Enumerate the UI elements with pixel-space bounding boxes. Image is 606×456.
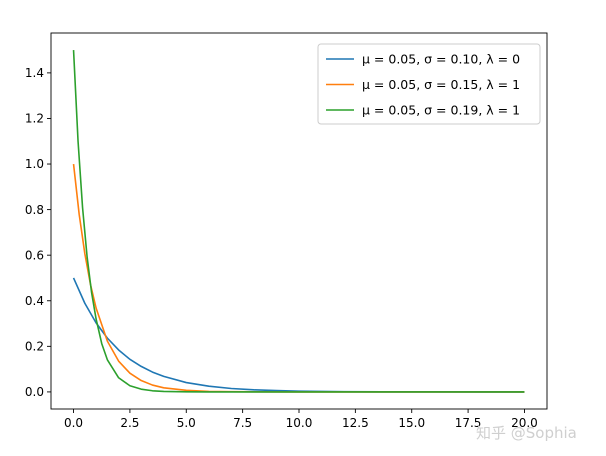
series-line-3	[72, 50, 525, 393]
legend-label-1: μ = 0.05, σ = 0.10, λ = 0	[362, 52, 520, 67]
y-tick-label: 1.2	[25, 112, 44, 126]
y-tick-label: 0.8	[25, 203, 44, 217]
legend-box	[317, 43, 541, 125]
x-tick-label: 12.5	[342, 416, 369, 430]
x-tick-label: 15.0	[398, 416, 425, 430]
x-tick-label: 10.0	[286, 416, 313, 430]
legend-label-3: μ = 0.05, σ = 0.19, λ = 1	[362, 103, 520, 118]
axes-layer: 0.0 2.5 5.0 7.5 10.0 12.5 15.0 17.5 20.0 0.0 0.2 0.…	[25, 32, 548, 430]
y-tick-label: 0.6	[25, 248, 44, 262]
x-tick-label: 2.5	[120, 416, 139, 430]
y-tick-label: 1.4	[25, 66, 44, 80]
legend-label-2: μ = 0.05, σ = 0.15, λ = 1	[362, 77, 520, 92]
x-tick-label: 0.0	[64, 416, 83, 430]
x-tick-label: 7.5	[233, 416, 252, 430]
y-tick-label: 0.0	[25, 385, 44, 399]
y-tick-label: 0.2	[25, 340, 44, 354]
watermark-text: 知乎 @Sophia	[476, 424, 577, 442]
x-tick-label: 20.0	[511, 416, 538, 430]
x-tick-label: 17.5	[455, 416, 482, 430]
y-tick-label: 1.0	[25, 157, 44, 171]
x-tick-label: 5.0	[177, 416, 196, 430]
y-tick-label: 0.4	[25, 294, 44, 308]
legend: μ = 0.05, σ = 0.10, λ = 0 μ = 0.05, σ = 0…	[317, 43, 541, 125]
series-layer	[72, 50, 525, 393]
